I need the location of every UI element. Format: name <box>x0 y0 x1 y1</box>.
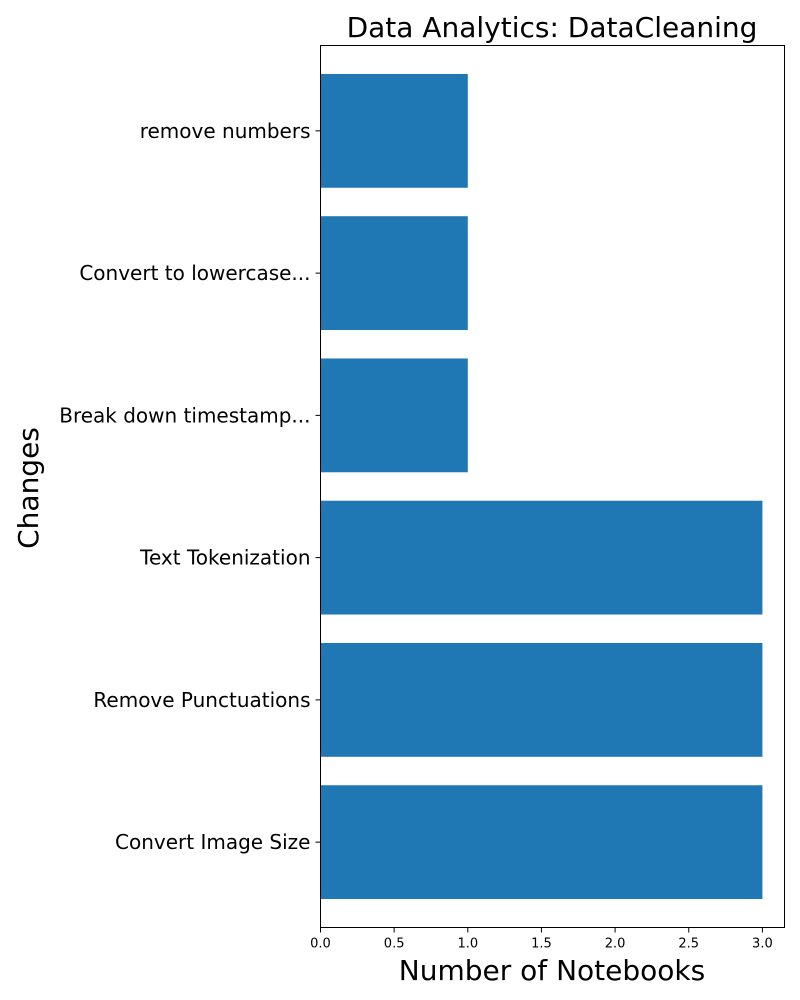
x-tick-label: 3.0 <box>752 937 773 952</box>
y-axis-ticks: Convert Image Size Remove Punctuations Tex… <box>59 119 321 854</box>
x-axis-label: Number of Notebooks <box>399 954 705 987</box>
y-tick-label: Break down timestamp... <box>59 403 310 427</box>
x-axis-ticks: 0.0 0.5 1.0 1.5 2.0 2.5 3.0 <box>310 927 773 952</box>
y-tick-label: remove numbers <box>140 119 311 143</box>
x-tick-label: 2.5 <box>678 937 699 952</box>
bar <box>320 642 763 757</box>
chart-title: Data Analytics: DataCleaning <box>347 11 758 44</box>
y-axis-label: Changes <box>12 427 45 549</box>
x-tick-label: 1.5 <box>531 937 552 952</box>
y-tick-label: Convert Image Size <box>115 830 311 854</box>
bar <box>320 358 468 473</box>
bar <box>320 73 468 188</box>
y-tick-label: Remove Punctuations <box>93 688 310 712</box>
x-tick-label: 1.0 <box>457 937 478 952</box>
y-tick-label: Convert to lowercase... <box>79 261 310 285</box>
bars-group <box>320 73 763 900</box>
x-tick-label: 0.5 <box>384 937 405 952</box>
x-tick-label: 2.0 <box>605 937 626 952</box>
x-tick-label: 0.0 <box>310 937 331 952</box>
y-tick-label: Text Tokenization <box>139 546 310 570</box>
bar <box>320 216 468 331</box>
plot-frame <box>320 45 785 928</box>
bar <box>320 785 763 900</box>
bar <box>320 500 763 615</box>
